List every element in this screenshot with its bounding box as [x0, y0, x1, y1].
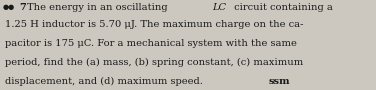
Text: 7: 7 — [19, 3, 26, 12]
Text: The energy in an oscillating: The energy in an oscillating — [27, 3, 171, 12]
Text: 1.25 H inductor is 5.70 μJ. The maximum charge on the ca-: 1.25 H inductor is 5.70 μJ. The maximum … — [5, 20, 303, 29]
Text: displacement, and (d) maximum speed.: displacement, and (d) maximum speed. — [5, 77, 209, 86]
Text: ●●: ●● — [3, 3, 15, 11]
Text: LC: LC — [212, 3, 227, 12]
Text: period, find the (a) mass, (b) spring constant, (c) maximum: period, find the (a) mass, (b) spring co… — [5, 58, 303, 67]
Text: circuit containing a: circuit containing a — [230, 3, 332, 12]
Text: pacitor is 175 μC. For a mechanical system with the same: pacitor is 175 μC. For a mechanical syst… — [5, 39, 297, 48]
Text: ssm: ssm — [268, 77, 290, 86]
